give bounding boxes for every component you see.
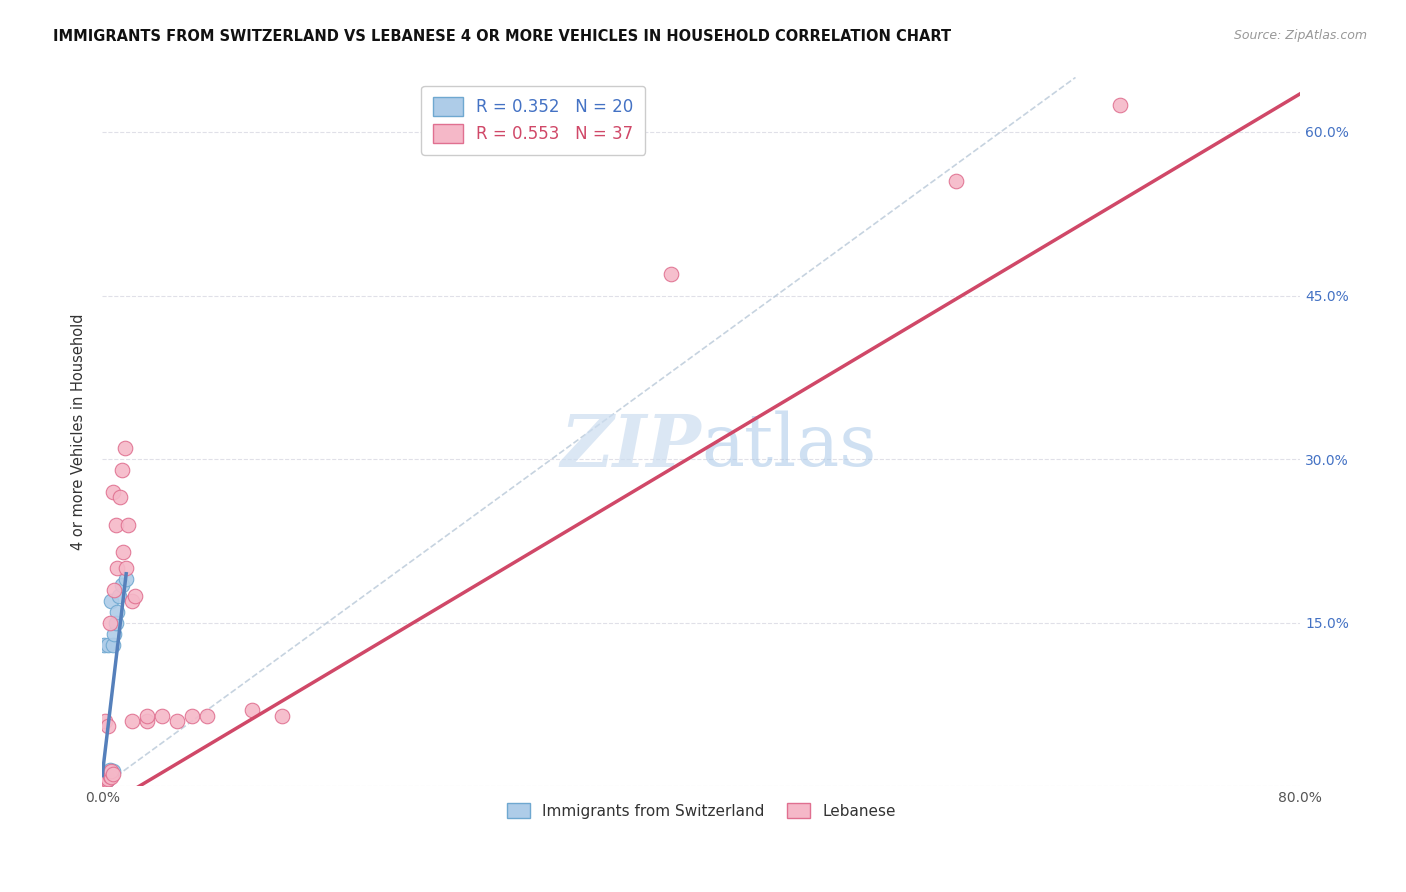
Point [111,577,134,591]
Point [108,491,131,505]
Point [100,770,122,784]
Point [96,772,118,787]
Point [103,626,125,640]
Point [94,771,117,785]
Text: atlas: atlas [702,411,876,482]
Point [115,572,138,586]
Point [181,708,204,723]
Point [97,772,120,786]
Point [103,583,125,598]
Point [150,708,173,723]
Text: ZIP: ZIP [560,410,702,482]
Point [117,517,139,532]
Point [124,589,146,603]
Point [96,771,118,785]
Point [115,561,138,575]
Point [96,768,118,782]
Point [100,764,122,779]
Point [136,714,159,728]
Point [195,708,218,723]
Point [98,768,121,782]
Point [659,267,682,281]
Point [105,605,128,619]
Point [100,594,122,608]
Point [98,765,121,780]
Point [94,714,117,728]
Point [98,763,121,777]
Point [121,714,143,728]
Point [166,714,188,728]
Text: IMMIGRANTS FROM SWITZERLAND VS LEBANESE 4 OR MORE VEHICLES IN HOUSEHOLD CORRELAT: IMMIGRANTS FROM SWITZERLAND VS LEBANESE … [53,29,952,45]
Point [112,545,135,559]
Point [111,463,134,477]
Point [97,767,120,781]
Point [1109,97,1132,112]
Point [114,442,136,456]
Y-axis label: 4 or more Vehicles in Household: 4 or more Vehicles in Household [72,314,86,550]
Point [101,764,124,779]
Point [93,638,115,652]
Point [104,517,127,532]
Point [96,772,118,787]
Text: Source: ZipAtlas.com: Source: ZipAtlas.com [1233,29,1367,43]
Point [94,774,117,789]
Point [98,615,121,630]
Point [121,594,143,608]
Point [101,638,124,652]
Point [107,589,129,603]
Point [100,766,122,780]
Legend: Immigrants from Switzerland, Lebanese: Immigrants from Switzerland, Lebanese [501,797,901,825]
Point [136,708,159,723]
Point [97,638,120,652]
Point [101,485,124,500]
Point [93,776,115,790]
Point [93,776,115,790]
Point [98,765,121,780]
Point [101,767,124,781]
Point [240,703,263,717]
Point [945,174,967,188]
Point [105,561,128,575]
Point [270,708,292,723]
Point [97,719,120,733]
Point [104,615,127,630]
Point [94,775,117,789]
